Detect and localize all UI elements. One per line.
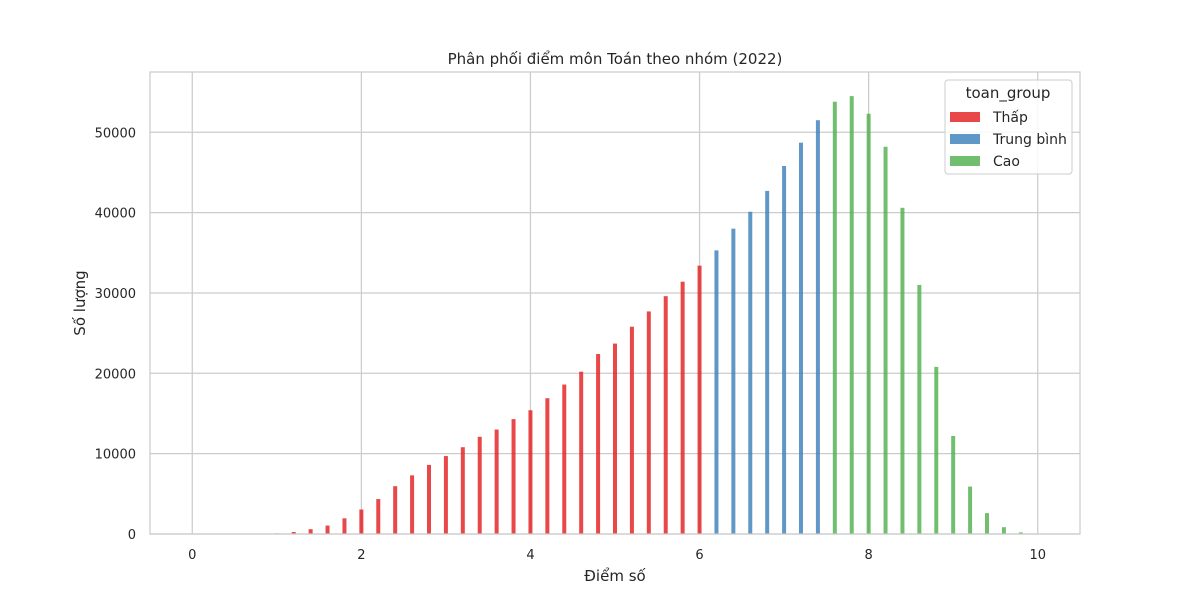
plot-frame [149, 71, 1081, 535]
bar [646, 311, 651, 534]
bar [714, 250, 719, 534]
bar [900, 207, 905, 534]
bar [579, 371, 584, 534]
bar [393, 486, 398, 534]
bar [883, 146, 888, 534]
bar [815, 120, 820, 535]
y-tick-label: 50000 [95, 126, 136, 141]
bar [410, 475, 415, 534]
bar [359, 509, 364, 534]
bar [917, 284, 922, 534]
bar [968, 486, 973, 534]
bar [1001, 527, 1006, 534]
x-tick-label: 6 [695, 548, 703, 563]
legend-swatch-thap [950, 112, 980, 122]
legend-label-thap: Thấp [992, 110, 1028, 126]
bar [613, 343, 617, 534]
legend-swatch-cao [950, 156, 980, 166]
x-tick-label: 4 [526, 548, 534, 563]
bar [799, 142, 803, 534]
bar [511, 419, 516, 534]
bar [528, 410, 533, 534]
bar [849, 96, 854, 535]
x-tick-labels: 0 2 4 6 8 10 [188, 548, 1046, 563]
legend-label-cao: Cao [993, 154, 1020, 170]
bar [765, 190, 770, 534]
y-tick-labels: 0 10000 20000 30000 40000 50000 [95, 126, 136, 543]
bar [951, 435, 956, 534]
bar [832, 101, 837, 534]
y-tick-label: 40000 [95, 207, 136, 222]
bar [629, 326, 634, 534]
bar [934, 366, 939, 534]
bar [443, 456, 448, 534]
bar [731, 228, 736, 534]
legend-box [944, 79, 1073, 175]
bar [545, 398, 550, 534]
x-tick-label: 8 [864, 548, 872, 563]
bars [257, 96, 1023, 535]
bar [291, 531, 296, 534]
legend-title: toan_group [966, 84, 1051, 103]
bar [342, 518, 347, 534]
bar [697, 265, 702, 534]
bar [866, 113, 871, 534]
x-tick-label: 2 [357, 548, 365, 563]
y-tick-label: 30000 [95, 287, 136, 302]
bar [782, 166, 787, 534]
bar [494, 429, 499, 534]
y-tick-label: 0 [128, 528, 136, 543]
bar [427, 464, 431, 534]
legend-swatch-trung-binh [950, 134, 980, 144]
x-tick-label: 10 [1029, 548, 1046, 563]
x-tick-label: 0 [188, 548, 196, 563]
bar [680, 281, 685, 534]
legend: toan_group Thấp Trung bình Cao [944, 79, 1073, 175]
legend-label-trung-binh: Trung bình [992, 132, 1067, 148]
y-axis-label: Số lượng [71, 270, 89, 335]
bar [308, 529, 313, 534]
bar [663, 296, 668, 534]
chart-title: Phân phối điểm môn Toán theo nhóm (2022) [448, 50, 783, 68]
y-tick-label: 20000 [95, 367, 136, 382]
bar [477, 436, 482, 534]
x-axis-label: Điểm số [584, 567, 646, 585]
bar [562, 384, 567, 534]
bar [325, 525, 330, 534]
bar [985, 513, 989, 534]
y-tick-label: 10000 [95, 448, 136, 463]
bar [376, 499, 381, 534]
bar [748, 211, 753, 534]
bar [460, 447, 465, 534]
bar [1018, 532, 1023, 534]
bar [596, 354, 601, 534]
